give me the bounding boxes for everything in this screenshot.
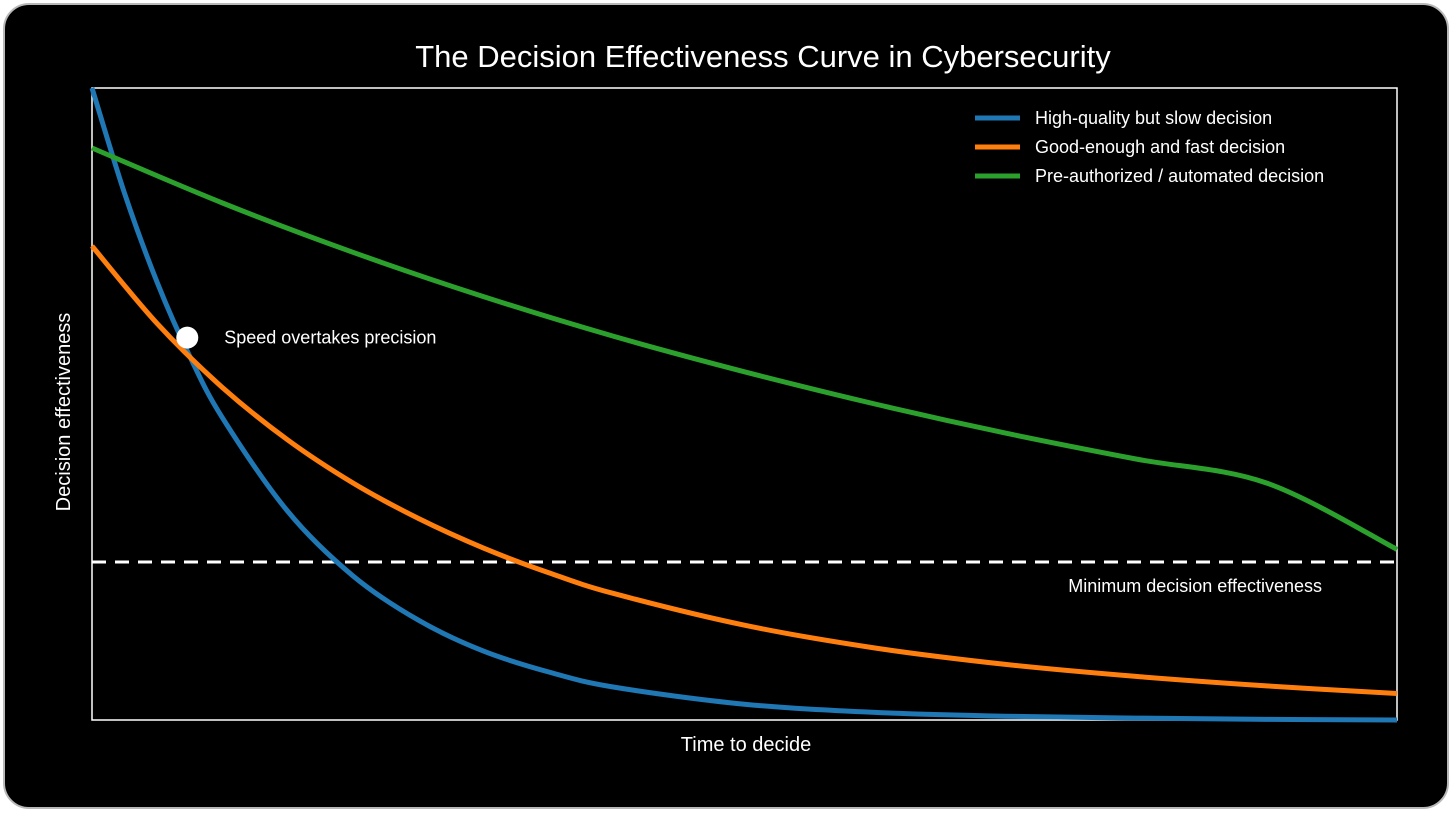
crossover-annotation: Speed overtakes precision bbox=[224, 328, 436, 348]
x-axis-label: Time to decide bbox=[681, 734, 811, 756]
series-line-2 bbox=[90, 244, 1398, 696]
legend-label-2: Good-enough and fast decision bbox=[1035, 137, 1285, 157]
crossover-marker bbox=[176, 326, 199, 349]
plot-area bbox=[91, 87, 1398, 721]
y-axis-label: Decision effectiveness bbox=[53, 313, 75, 512]
legend-label-3: Pre-authorized / automated decision bbox=[1035, 166, 1324, 186]
legend: High-quality but slow decision Good-enoug… bbox=[975, 108, 1324, 186]
series-line-3 bbox=[91, 145, 1399, 552]
threshold-label: Minimum decision effectiveness bbox=[1068, 576, 1322, 596]
chart-title: The Decision Effectiveness Curve in Cybe… bbox=[415, 39, 1111, 74]
legend-label-1: High-quality but slow decision bbox=[1035, 108, 1272, 128]
